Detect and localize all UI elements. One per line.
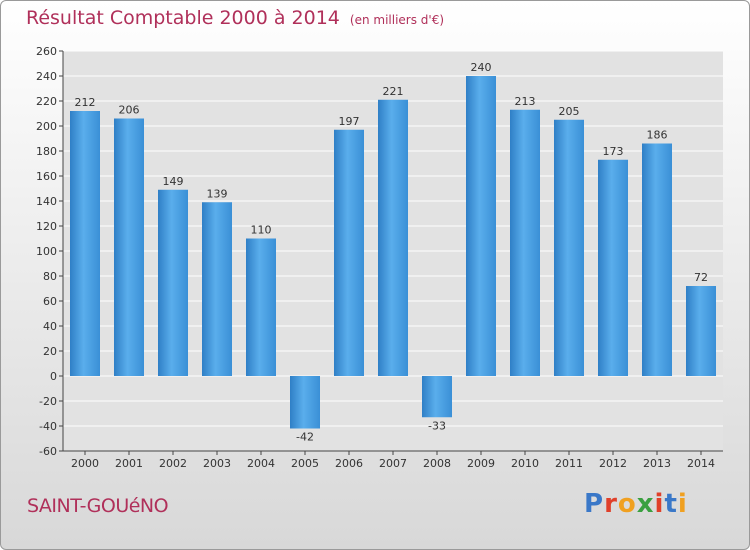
- x-tick-label-2010: 2010: [511, 457, 539, 470]
- y-tick-label: -20: [39, 395, 57, 408]
- commune-name: SAINT-GOUéNO: [27, 495, 169, 517]
- data-label-2009: 240: [471, 61, 492, 74]
- chart-subtitle: (en milliers d'€): [349, 13, 445, 27]
- data-label-2006: 197: [339, 115, 360, 128]
- data-label-2001: 206: [119, 104, 140, 117]
- logo-letter: r: [604, 489, 618, 519]
- x-tick-label-2007: 2007: [379, 457, 407, 470]
- x-tick-label-2003: 2003: [203, 457, 231, 470]
- data-label-2014: 72: [694, 271, 708, 284]
- data-label-2011: 205: [559, 105, 580, 118]
- logo-letter: t: [664, 489, 678, 519]
- bar-2005: [290, 376, 320, 429]
- logo-letter: i: [654, 489, 665, 519]
- bar-2000: [70, 111, 100, 376]
- x-tick-label-2014: 2014: [687, 457, 715, 470]
- y-tick-label: -60: [39, 445, 57, 458]
- bar-2012: [598, 159, 628, 376]
- x-tick-label-2004: 2004: [247, 457, 275, 470]
- y-tick-label: 180: [36, 145, 57, 158]
- y-tick-label: 40: [43, 320, 57, 333]
- y-tick-label: 160: [36, 170, 57, 183]
- x-tick-label-2005: 2005: [291, 457, 319, 470]
- y-tick-label: 0: [50, 370, 57, 383]
- chart-title-text: Résultat Comptable 2000 à 2014: [26, 7, 340, 29]
- bar-2009: [466, 76, 496, 376]
- data-label-2005: -42: [296, 431, 314, 444]
- x-tick-label-2006: 2006: [335, 457, 363, 470]
- logo-letter: x: [636, 489, 655, 519]
- y-tick-label: -40: [39, 420, 57, 433]
- x-tick-label-2001: 2001: [115, 457, 143, 470]
- y-tick-label: 260: [36, 45, 57, 58]
- data-label-2002: 149: [163, 175, 184, 188]
- chart-title: Résultat Comptable 2000 à 2014 (en millie…: [26, 7, 444, 29]
- y-tick-label: 140: [36, 195, 57, 208]
- bar-2011: [554, 119, 584, 376]
- data-label-2010: 213: [515, 95, 536, 108]
- bar-2006: [334, 129, 364, 376]
- x-tick-label-2012: 2012: [599, 457, 627, 470]
- y-tick-label: 220: [36, 95, 57, 108]
- x-tick-label-2009: 2009: [467, 457, 495, 470]
- data-label-2004: 110: [251, 224, 272, 237]
- y-tick-label: 240: [36, 70, 57, 83]
- bar-2002: [158, 189, 188, 376]
- y-tick-label: 20: [43, 345, 57, 358]
- bar-2013: [642, 143, 672, 376]
- x-tick-label-2002: 2002: [159, 457, 187, 470]
- bar-2007: [378, 99, 408, 376]
- y-tick-label: 80: [43, 270, 57, 283]
- proxiti-logo: Proxiti: [584, 489, 688, 519]
- data-label-2012: 173: [603, 145, 624, 158]
- bar-2010: [510, 109, 540, 376]
- bar-2004: [246, 238, 276, 376]
- data-label-2003: 139: [207, 187, 228, 200]
- x-tick-label-2013: 2013: [643, 457, 671, 470]
- logo-letter: P: [584, 489, 605, 519]
- bar-2008: [422, 376, 452, 418]
- logo-letter: o: [617, 489, 637, 519]
- bar-2001: [114, 118, 144, 376]
- x-tick-label-2000: 2000: [71, 457, 99, 470]
- bar-2014: [686, 286, 716, 376]
- bar-2003: [202, 202, 232, 376]
- data-label-2013: 186: [647, 129, 668, 142]
- y-tick-label: 100: [36, 245, 57, 258]
- y-tick-label: 200: [36, 120, 57, 133]
- data-label-2000: 212: [75, 96, 96, 109]
- data-label-2008: -33: [428, 419, 446, 432]
- logo-letter: i: [677, 489, 688, 519]
- y-tick-label: 60: [43, 295, 57, 308]
- x-tick-label-2008: 2008: [423, 457, 451, 470]
- x-tick-label-2011: 2011: [555, 457, 583, 470]
- data-label-2007: 221: [383, 85, 404, 98]
- y-tick-label: 120: [36, 220, 57, 233]
